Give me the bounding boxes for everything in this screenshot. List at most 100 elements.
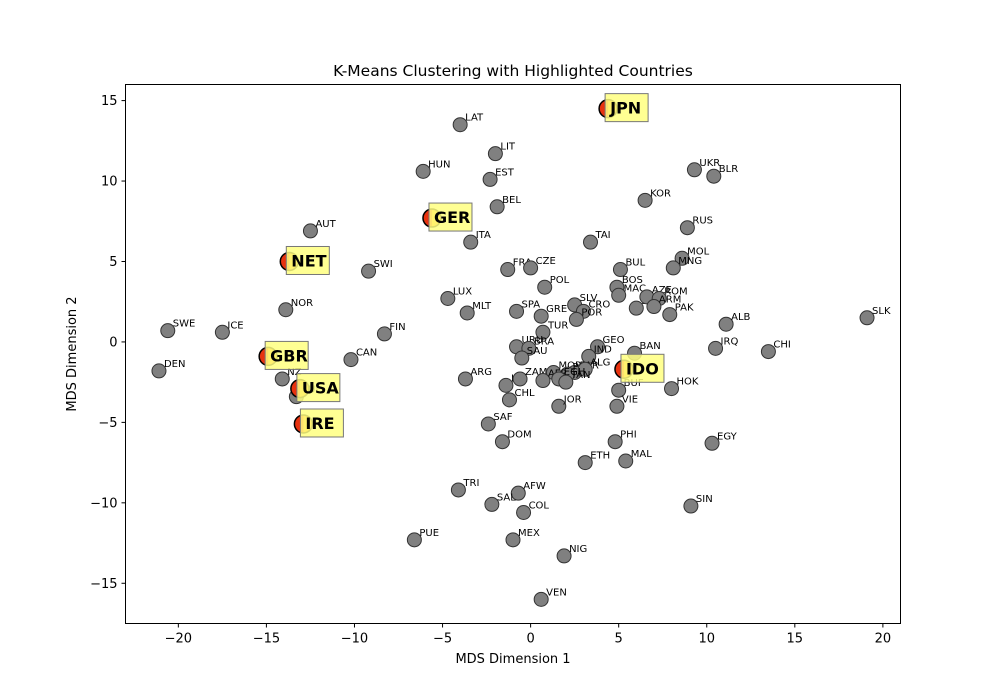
data-point: EGY	[704, 431, 738, 451]
highlight-label: GBR	[270, 346, 308, 365]
highlight-label-box	[428, 202, 473, 232]
data-point: AUT	[302, 219, 337, 239]
point-label: ALB	[731, 312, 750, 323]
data-point: NIG	[556, 544, 587, 564]
y-axis: −15 −10 −5 0 5 10 15	[90, 94, 126, 592]
data-point: CHI	[760, 340, 791, 360]
data-point: SAU	[514, 346, 548, 366]
data-point: FIN	[376, 322, 406, 342]
point-marker	[760, 344, 776, 360]
data-point: UKR	[686, 158, 720, 178]
highlight-label-box	[299, 408, 344, 438]
point-label: HUN	[428, 159, 450, 170]
y-tick-label: 5	[109, 255, 117, 270]
x-tick-label: 20	[875, 632, 892, 647]
point-label: SAU	[527, 346, 548, 357]
data-point: RUS	[679, 216, 713, 236]
point-marker	[577, 455, 593, 471]
point-label: PUE	[419, 528, 439, 539]
point-label: IRQ	[721, 336, 739, 347]
point-label: VEN	[546, 587, 567, 598]
point-marker	[501, 392, 517, 408]
point-label: MOR	[559, 361, 582, 372]
points-layer: LAT LIT HUN EST BEL AUT ITA SWI FRA CZE LUX POL NOR M…	[151, 113, 891, 607]
data-point: NZ	[274, 367, 302, 387]
point-label: MOL	[687, 246, 709, 257]
y-tick-label: −5	[98, 416, 117, 431]
highlight-label-box	[620, 353, 665, 383]
highlight-label-box	[264, 340, 309, 370]
point-label: GEO	[603, 335, 625, 346]
point-label: JOR	[563, 394, 582, 405]
point-label: URU	[522, 335, 544, 346]
point-marker	[343, 352, 359, 368]
data-point: GEO	[590, 335, 625, 355]
data-point: CZE	[523, 256, 556, 276]
data-point: LIT	[487, 142, 516, 162]
data-point: TUR	[535, 320, 568, 340]
point-label: EGH	[564, 367, 586, 378]
point-label: CAN	[356, 348, 377, 359]
data-point: CHL	[501, 388, 535, 408]
data-point: SWE	[160, 319, 195, 339]
highlighted-point: GBR	[258, 340, 309, 370]
point-marker	[637, 192, 653, 208]
point-label: DOM	[507, 430, 531, 441]
point-marker	[664, 381, 680, 397]
point-label: PHI	[620, 430, 637, 441]
point-label: BLR	[719, 164, 738, 175]
point-label: ALG	[590, 357, 610, 368]
data-point: SPA	[509, 299, 540, 319]
data-point: GRE	[533, 304, 567, 324]
point-marker	[568, 311, 584, 327]
point-label: DEN	[164, 359, 186, 370]
data-point: JOR	[551, 394, 582, 414]
point-marker	[533, 308, 549, 324]
point-marker	[665, 260, 681, 276]
highlighted-point: NET	[279, 245, 330, 275]
data-point: MOL	[674, 246, 710, 266]
data-point: BUL	[612, 258, 646, 278]
point-marker	[607, 434, 623, 450]
data-point: SWI	[361, 259, 393, 279]
point-label: FRA	[513, 258, 532, 269]
point-label: CHI	[773, 340, 790, 351]
point-marker	[611, 382, 627, 398]
point-marker	[704, 435, 720, 451]
point-marker	[480, 416, 496, 432]
data-point: POR	[568, 307, 602, 327]
data-point: SAL	[484, 492, 516, 512]
point-label: SWI	[374, 259, 393, 270]
data-point: DEN	[151, 359, 186, 379]
point-marker	[535, 373, 551, 389]
highlighted-point: IDO	[614, 353, 665, 383]
highlight-label: GER	[434, 208, 470, 227]
point-label: ROM	[664, 286, 687, 297]
data-point: BUF	[611, 378, 644, 398]
point-marker	[706, 168, 722, 184]
point-label: EGY	[717, 431, 738, 442]
point-label: ARG	[470, 367, 492, 378]
data-point: SLK	[859, 306, 891, 326]
data-point: MLT	[459, 301, 492, 321]
point-marker	[577, 361, 593, 377]
data-point: LUX	[440, 286, 472, 306]
point-marker	[376, 326, 392, 342]
highlight-label: USA	[302, 379, 340, 398]
x-axis: −20 −15 −10 −5 0 5 10 15 20	[165, 623, 892, 647]
point-marker	[537, 279, 553, 295]
point-marker	[463, 234, 479, 250]
point-label: LAT	[465, 113, 484, 124]
point-label: SLK	[872, 306, 891, 317]
point-label: UKR	[699, 158, 720, 169]
point-marker	[278, 302, 294, 318]
point-marker	[686, 162, 702, 178]
point-label: HOK	[677, 377, 699, 388]
data-point: TAI	[583, 230, 611, 250]
point-marker	[361, 263, 377, 279]
data-point: FRA	[500, 258, 532, 278]
data-point: MAC	[611, 283, 646, 303]
data-point: TAN	[558, 370, 590, 390]
y-tick-label: −10	[90, 496, 117, 511]
